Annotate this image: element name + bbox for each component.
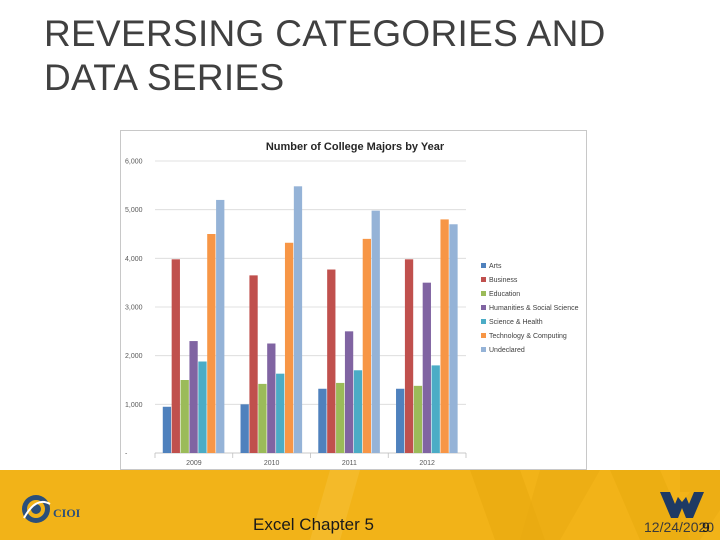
legend-swatch	[481, 333, 486, 338]
wv-logo-icon	[660, 490, 704, 520]
legend-label: Humanities & Social Science	[489, 305, 579, 312]
bar-science-health-2010	[276, 373, 285, 453]
legend-swatch	[481, 347, 486, 352]
y-tick-label: 6,000	[125, 159, 143, 166]
y-tick-label: 5,000	[125, 207, 143, 214]
bar-arts-2011	[318, 388, 327, 453]
bar-technology-computing-2011	[362, 238, 371, 453]
bar-science-health-2009	[198, 361, 207, 453]
legend-label: Science & Health	[489, 319, 543, 326]
bar-science-health-2011	[353, 370, 363, 453]
y-tick-label: -	[125, 451, 128, 458]
bar-arts-2010	[240, 404, 249, 453]
slide-number: 9	[702, 519, 710, 535]
bar-science-health-2012	[431, 365, 440, 453]
bar-arts-2009	[162, 406, 172, 453]
legend-label: Undeclared	[489, 347, 525, 354]
bar-business-2011	[327, 269, 336, 453]
bar-undeclared-2010	[293, 186, 303, 453]
bar-technology-computing-2009	[207, 234, 216, 453]
bar-education-2011	[336, 382, 345, 453]
bar-business-2012	[404, 259, 414, 453]
x-tick-label: 2009	[186, 460, 202, 467]
x-axis-labels: 2009 2010 2011 2012	[186, 460, 435, 467]
y-tick-label: 2,000	[125, 353, 143, 360]
bar-undeclared-2009	[216, 199, 225, 453]
footer-chevron-pattern	[310, 470, 720, 540]
bar-technology-computing-2010	[284, 242, 294, 453]
svg-text:CIOI: CIOI	[53, 506, 80, 520]
bar-humanities-social-science-2011	[344, 331, 354, 453]
chart-svg: Number of College Majors by Year - 1,000 2…	[125, 141, 579, 467]
footer-date: 12/24/2020	[644, 519, 715, 535]
legend-swatch	[481, 305, 486, 310]
legend-label: Technology & Computing	[489, 333, 567, 340]
bar-business-2009	[171, 259, 180, 453]
bar-humanities-social-science-2010	[267, 343, 276, 453]
bar-education-2012	[413, 385, 423, 453]
bar-education-2010	[258, 383, 267, 453]
y-tick-label: 4,000	[125, 256, 143, 263]
bar-technology-computing-2012	[440, 219, 449, 453]
legend-swatch	[481, 277, 486, 282]
legend-swatch	[481, 291, 486, 296]
bar-undeclared-2011	[371, 210, 380, 453]
bar-undeclared-2012	[449, 224, 458, 453]
x-tick-label: 2012	[419, 460, 435, 467]
footer-text: Excel Chapter 5	[253, 515, 374, 534]
bar-arts-2012	[396, 388, 405, 453]
y-tick-label: 3,000	[125, 305, 143, 312]
cio-logo-icon: CIOI	[22, 495, 81, 523]
y-axis-ticks: - 1,000 2,000 3,000 4,000 5,000 6,000	[125, 159, 143, 458]
legend-label: Business	[489, 277, 518, 284]
cio-logo: CIOI	[20, 490, 81, 530]
legend-label: Education	[489, 291, 520, 298]
x-tick-label: 2011	[342, 460, 357, 467]
legend-label: Arts	[489, 263, 502, 270]
x-tick-label: 2010	[264, 460, 280, 467]
legend-swatch	[481, 319, 486, 324]
bar-business-2010	[249, 275, 258, 453]
bar-humanities-social-science-2012	[422, 282, 431, 453]
chart-title: Number of College Majors by Year	[266, 141, 445, 153]
chart-frame: Number of College Majors by Year - 1,000 2…	[120, 130, 587, 470]
chart-bars	[162, 186, 458, 453]
bar-education-2009	[180, 380, 189, 453]
footer-bar	[0, 470, 720, 540]
chart-legend: Arts Business Education Humanities & Social…	[481, 263, 579, 354]
slide-title: REVERSING CATEGORIES AND DATA SERIES	[44, 13, 606, 98]
bar-humanities-social-science-2009	[189, 341, 198, 453]
y-tick-label: 1,000	[125, 402, 143, 409]
legend-swatch	[481, 263, 486, 268]
